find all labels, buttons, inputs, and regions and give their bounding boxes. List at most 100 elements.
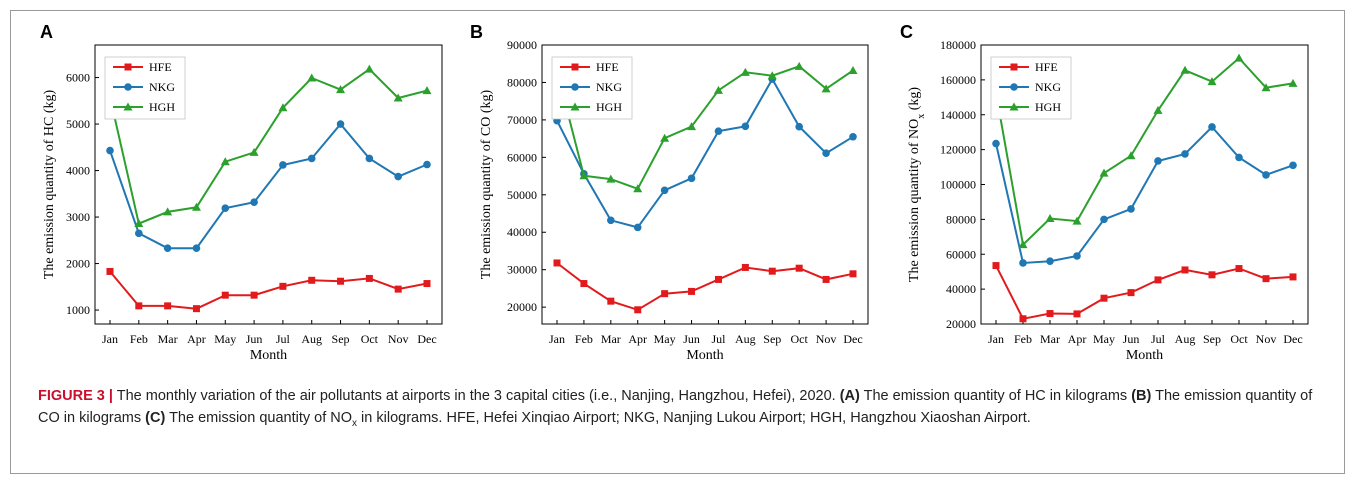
data-point-nkg [394, 172, 402, 181]
x-tick-label: Jan [988, 332, 1004, 346]
data-point-hfe [688, 287, 696, 295]
legend-marker-hfe [1010, 63, 1018, 71]
x-tick-label: Aug [301, 332, 322, 346]
data-point-hgh [821, 84, 831, 93]
data-point-hgh [848, 65, 858, 74]
x-tick-label: Jan [549, 332, 565, 346]
y-tick-label: 70000 [507, 113, 537, 127]
caption-text-2: The emission quantity of HC in kilograms [859, 388, 1132, 404]
x-tick-label: Nov [388, 332, 409, 346]
data-point-hfe [768, 267, 776, 275]
y-axis-label: The emission quantity of CO (kg) [479, 89, 494, 279]
legend-label-nkg: NKG [596, 80, 622, 94]
legend-marker-hgh [570, 102, 580, 111]
data-point-hgh [1261, 83, 1271, 92]
x-tick-label: Feb [130, 332, 148, 346]
data-point-hfe [1154, 276, 1162, 284]
data-point-nkg [660, 186, 669, 195]
data-point-hfe [423, 280, 431, 288]
data-point-hfe [741, 263, 749, 271]
data-point-nkg [1127, 205, 1135, 213]
y-tick-label: 80000 [507, 75, 537, 89]
data-point-hfe [1289, 273, 1297, 281]
x-tick-label: Jan [102, 332, 118, 346]
x-tick-label: Nov [1256, 332, 1277, 346]
data-point-hgh [579, 171, 589, 180]
series-line-nkg [995, 125, 1294, 265]
legend-marker-hfe [571, 63, 579, 71]
data-point-nkg [106, 146, 114, 155]
data-point-hgh [1234, 53, 1244, 62]
data-point-nkg [822, 149, 830, 158]
series-line-nkg [556, 77, 854, 229]
x-tick-label: Dec [843, 332, 862, 346]
data-point-hgh [1153, 105, 1163, 114]
data-point-nkg [221, 204, 230, 213]
series-line-nkg [109, 122, 428, 250]
series-line-hgh [995, 56, 1294, 247]
data-point-hgh [336, 85, 346, 94]
data-point-nkg [741, 122, 750, 131]
x-tick-label: Aug [1175, 332, 1196, 346]
data-point-hfe [394, 285, 402, 293]
x-tick-label: Dec [417, 332, 436, 346]
data-point-hfe [1100, 294, 1108, 302]
data-point-hgh [1288, 78, 1298, 87]
legend-label-hgh: HGH [149, 100, 175, 114]
legend-label-nkg: NKG [1035, 80, 1061, 94]
data-point-hgh [364, 64, 374, 73]
data-point-nkg [365, 154, 374, 163]
x-tick-label: Oct [1230, 332, 1248, 346]
x-tick-label: Jun [1123, 332, 1140, 346]
x-tick-label: Jul [1151, 332, 1166, 346]
y-tick-label: 5000 [66, 117, 90, 131]
x-tick-label: Sep [763, 332, 781, 346]
data-point-hfe [992, 262, 1000, 270]
data-point-hfe [553, 259, 561, 267]
chart-panel-a: A 1000 2000 3000 4000 5000 6000 Jan Feb Mar Apr May… [40, 22, 443, 363]
x-tick-label: Aug [735, 332, 756, 346]
data-point-hgh [606, 174, 616, 183]
data-point-hfe [1046, 310, 1054, 318]
data-point-nkg [1019, 259, 1027, 267]
data-point-hgh [249, 147, 259, 156]
data-point-hfe [661, 290, 669, 298]
y-tick-label: 4000 [66, 164, 90, 178]
data-point-hfe [250, 291, 258, 299]
y-tick-label: 100000 [940, 178, 976, 192]
chart-panel-b: B 20000 30000 40000 50000 60000 70000 80000 9000… [470, 22, 869, 363]
data-point-hgh [307, 73, 317, 82]
data-point-hgh [1126, 151, 1136, 160]
x-tick-label: Mar [601, 332, 621, 346]
data-point-hfe [135, 302, 143, 310]
data-point-hfe [192, 305, 200, 313]
series-line-hgh [556, 65, 854, 191]
legend-label-hgh: HGH [1035, 100, 1061, 114]
series-line-hfe [556, 262, 854, 311]
data-point-hfe [1127, 289, 1135, 297]
x-tick-label: Jul [276, 332, 291, 346]
x-tick-label: Mar [1040, 332, 1060, 346]
x-tick-label: Oct [791, 332, 809, 346]
data-point-hgh [278, 103, 288, 112]
data-point-hfe [365, 274, 373, 282]
y-tick-label: 30000 [507, 263, 537, 277]
data-point-hgh [1018, 240, 1028, 249]
x-tick-label: Sep [332, 332, 350, 346]
y-tick-label: 60000 [507, 150, 537, 164]
x-tick-label: Nov [816, 332, 837, 346]
data-point-hfe [308, 276, 316, 284]
data-point-nkg [1208, 123, 1216, 131]
data-point-hgh [687, 122, 697, 131]
caption-ref-b: (B) [1131, 388, 1152, 404]
data-point-nkg [714, 127, 723, 135]
series-line-hfe [995, 265, 1294, 320]
data-point-hfe [822, 275, 830, 283]
data-point-hfe [1235, 265, 1243, 273]
y-tick-label: 120000 [940, 143, 976, 157]
y-tick-label: 40000 [946, 282, 976, 296]
data-point-hfe [607, 297, 615, 305]
x-tick-label: Dec [1283, 332, 1302, 346]
figure-caption: FIGURE 3 | The monthly variation of the … [38, 385, 1338, 435]
data-point-hgh [393, 93, 403, 102]
